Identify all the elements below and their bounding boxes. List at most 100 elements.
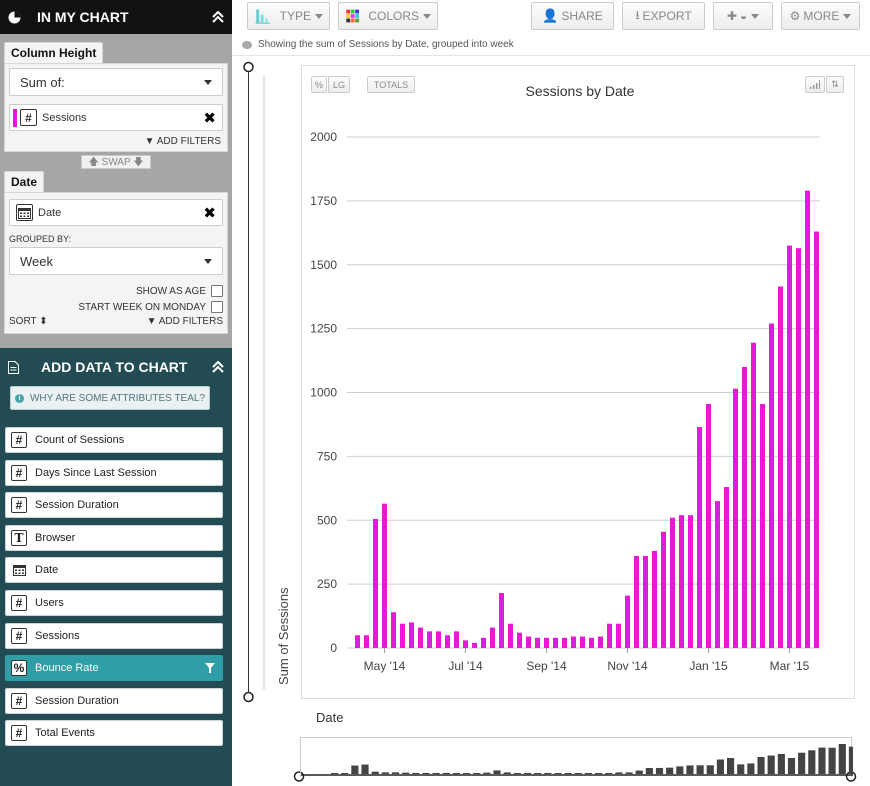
data-bar[interactable] bbox=[382, 503, 387, 648]
data-bar[interactable] bbox=[355, 635, 360, 648]
data-bar[interactable] bbox=[805, 190, 810, 648]
attribute-item[interactable]: # Days Since Last Session bbox=[5, 459, 223, 486]
measure-pill[interactable]: # Sessions ✖ bbox=[9, 104, 223, 131]
log-toggle[interactable]: LG bbox=[328, 76, 350, 93]
data-bar[interactable] bbox=[733, 388, 738, 648]
data-bar[interactable] bbox=[625, 595, 630, 648]
data-bar[interactable] bbox=[724, 487, 729, 648]
data-bar[interactable] bbox=[760, 403, 765, 648]
data-bar[interactable] bbox=[751, 342, 756, 648]
data-bar[interactable] bbox=[661, 531, 666, 648]
swap-axes-icon[interactable]: ⇅ bbox=[826, 76, 844, 93]
data-bar[interactable] bbox=[688, 515, 693, 648]
chevron-down-icon bbox=[751, 13, 760, 19]
data-bar[interactable] bbox=[409, 622, 414, 648]
vertical-range-slider-track[interactable] bbox=[248, 66, 249, 698]
data-bar[interactable] bbox=[778, 286, 783, 648]
type-button[interactable]: TYPE bbox=[247, 2, 330, 30]
data-bar[interactable] bbox=[463, 640, 468, 648]
data-bar[interactable] bbox=[796, 248, 801, 648]
data-bar[interactable] bbox=[616, 623, 621, 648]
add-widget-button[interactable]: ✚ ◒ bbox=[713, 2, 773, 30]
data-bar[interactable] bbox=[697, 426, 702, 648]
data-bar[interactable] bbox=[562, 637, 567, 648]
data-bar[interactable] bbox=[589, 637, 594, 648]
data-bar[interactable] bbox=[787, 245, 792, 648]
data-bar[interactable] bbox=[814, 231, 819, 648]
collapse-icon[interactable] bbox=[212, 11, 224, 23]
tab-column-height[interactable]: Column Height bbox=[4, 42, 104, 63]
data-bar[interactable] bbox=[571, 636, 576, 648]
data-bar[interactable] bbox=[490, 627, 495, 648]
group-by-select[interactable]: Week bbox=[9, 247, 223, 275]
data-bar[interactable] bbox=[742, 366, 747, 648]
in-my-chart-header[interactable]: IN MY CHART bbox=[0, 0, 232, 34]
data-bar[interactable] bbox=[652, 550, 657, 648]
series-color-swatch[interactable] bbox=[13, 108, 17, 127]
share-button[interactable]: 👤 SHARE bbox=[531, 2, 614, 30]
data-bar[interactable] bbox=[553, 637, 558, 648]
data-bar[interactable] bbox=[670, 517, 675, 648]
attribute-item[interactable]: # Sessions bbox=[5, 622, 223, 649]
percent-toggle[interactable]: % bbox=[311, 76, 327, 93]
add-filters-link[interactable]: ▼ ADD FILTERS bbox=[9, 136, 223, 147]
attribute-item[interactable]: # Count of Sessions bbox=[5, 427, 223, 453]
sort-bars-icon[interactable] bbox=[805, 76, 825, 93]
data-bar[interactable] bbox=[508, 623, 513, 648]
why-teal-button[interactable]: i WHY ARE SOME ATTRIBUTES TEAL? bbox=[10, 386, 210, 410]
show-as-age-checkbox[interactable] bbox=[211, 285, 223, 297]
colors-button[interactable]: COLORS bbox=[338, 2, 438, 30]
collapse-icon[interactable] bbox=[212, 361, 224, 373]
data-bar[interactable] bbox=[427, 631, 432, 648]
data-bar[interactable] bbox=[454, 631, 459, 648]
totals-toggle[interactable]: TOTALS bbox=[367, 76, 415, 93]
data-bar[interactable] bbox=[544, 637, 549, 648]
slider-bottom-handle[interactable] bbox=[243, 691, 254, 703]
attribute-item[interactable]: # Users bbox=[5, 590, 223, 616]
attribute-item[interactable]: % Bounce Rate bbox=[5, 655, 223, 682]
add-data-header[interactable]: ADD DATA TO CHART bbox=[0, 348, 232, 386]
data-bar[interactable] bbox=[769, 323, 774, 648]
attribute-item[interactable]: # Session Duration bbox=[5, 687, 223, 714]
remove-measure-icon[interactable]: ✖ bbox=[203, 109, 216, 127]
data-bar[interactable] bbox=[607, 623, 612, 648]
more-button[interactable]: ⚙ MORE bbox=[781, 2, 860, 30]
attribute-item[interactable]: Date bbox=[5, 557, 223, 584]
export-button[interactable]: ⭳ EXPORT bbox=[622, 2, 705, 30]
data-bar[interactable] bbox=[418, 627, 423, 648]
remove-date-icon[interactable]: ✖ bbox=[203, 204, 216, 222]
filter-icon[interactable] bbox=[205, 663, 215, 674]
data-bar[interactable] bbox=[634, 556, 639, 648]
data-bar[interactable] bbox=[499, 593, 504, 648]
sort-button[interactable]: SORT ⬍ bbox=[9, 316, 48, 327]
data-bar[interactable] bbox=[526, 636, 531, 648]
data-bar[interactable] bbox=[364, 635, 369, 648]
data-bar[interactable] bbox=[580, 636, 585, 648]
data-bar[interactable] bbox=[517, 632, 522, 648]
data-bar[interactable] bbox=[373, 518, 378, 648]
date-range-overview[interactable] bbox=[300, 737, 856, 777]
overview-bar bbox=[625, 772, 633, 774]
add-filters-link-2[interactable]: ▼ ADD FILTERS bbox=[147, 316, 223, 327]
swap-button[interactable]: 🡅 SWAP 🡇 bbox=[81, 155, 151, 169]
aggregation-select[interactable]: Sum of: bbox=[9, 68, 223, 96]
date-pill[interactable]: Date ✖ bbox=[9, 199, 223, 226]
data-bar[interactable] bbox=[715, 501, 720, 648]
attribute-item[interactable]: # Total Events bbox=[5, 720, 223, 747]
data-bar[interactable] bbox=[643, 556, 648, 648]
data-bar[interactable] bbox=[481, 637, 486, 648]
data-bar[interactable] bbox=[436, 631, 441, 648]
data-bar[interactable] bbox=[391, 612, 396, 648]
attribute-item[interactable]: # Session Duration bbox=[5, 492, 223, 519]
data-bar[interactable] bbox=[400, 623, 405, 648]
data-bar[interactable] bbox=[679, 515, 684, 648]
start-week-monday-checkbox[interactable] bbox=[211, 301, 223, 313]
tab-date[interactable]: Date bbox=[4, 171, 45, 192]
data-bar[interactable] bbox=[598, 636, 603, 648]
data-bar[interactable] bbox=[445, 635, 450, 648]
attribute-item[interactable]: T Browser bbox=[5, 524, 223, 551]
data-bar[interactable] bbox=[535, 637, 540, 648]
data-bar[interactable] bbox=[706, 403, 711, 648]
data-bar[interactable] bbox=[472, 642, 477, 648]
slider-top-handle[interactable] bbox=[243, 61, 254, 73]
